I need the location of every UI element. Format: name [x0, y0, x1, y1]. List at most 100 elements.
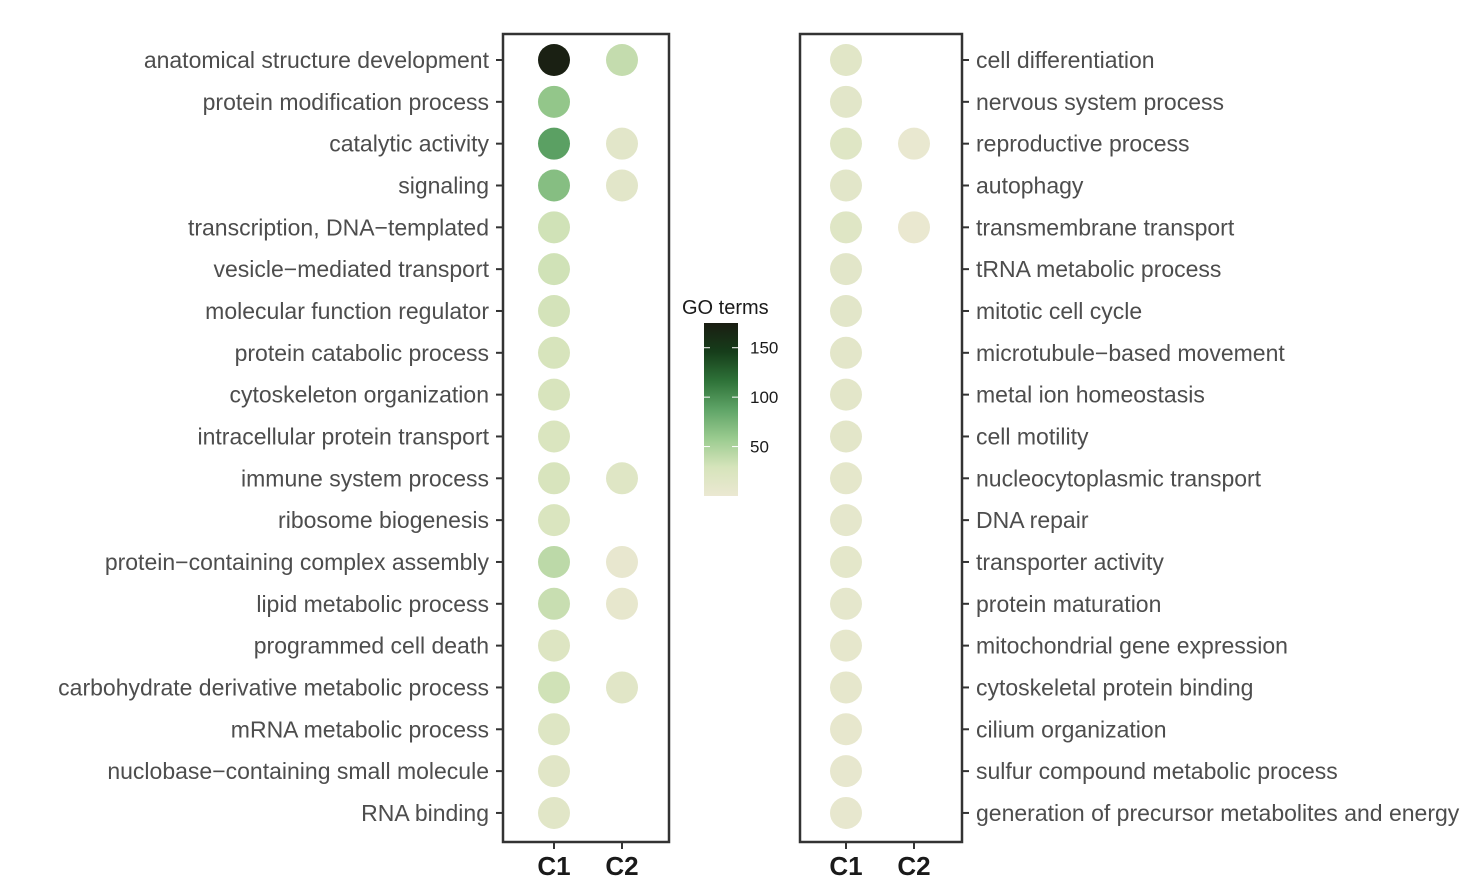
- dot-c1: [830, 378, 862, 411]
- term-label: reproductive process: [976, 131, 1190, 157]
- term-label: protein catabolic process: [235, 340, 489, 366]
- term-label: DNA repair: [976, 507, 1089, 533]
- dot-c1: [830, 671, 862, 704]
- legend-tick-label: 50: [750, 438, 769, 457]
- dot-c1: [830, 169, 862, 202]
- dot-c1: [538, 253, 570, 286]
- term-label: RNA binding: [361, 800, 489, 826]
- term-label: metal ion homeostasis: [976, 382, 1205, 408]
- dot-c1: [830, 211, 862, 244]
- legend-title: GO terms: [682, 297, 769, 319]
- dot-c1: [830, 420, 862, 453]
- term-label: tRNA metabolic process: [976, 256, 1221, 282]
- dot-c1: [538, 671, 570, 704]
- column-label-c1: C1: [829, 851, 862, 881]
- legend-tick-label: 100: [750, 388, 778, 407]
- dot-c1: [538, 127, 570, 160]
- term-label: protein maturation: [976, 591, 1161, 617]
- dot-c1: [538, 85, 570, 118]
- dot-c1: [538, 378, 570, 411]
- panel-frame: [798, 32, 964, 844]
- dot-c2: [606, 44, 638, 76]
- dot-c1: [830, 629, 862, 662]
- term-label: cytoskeleton organization: [229, 382, 489, 408]
- dot-c1: [538, 755, 570, 788]
- dot-c1: [830, 755, 862, 788]
- dot-c2: [898, 211, 930, 244]
- dot-c1: [830, 462, 862, 495]
- dot-c1: [830, 545, 862, 578]
- panel-frame: [501, 32, 671, 844]
- term-label: mitotic cell cycle: [976, 298, 1142, 324]
- term-label: catalytic activity: [329, 131, 489, 157]
- color-legend: GO terms 50 100 150: [682, 297, 778, 496]
- term-label: carbohydrate derivative metabolic proces…: [58, 674, 489, 700]
- term-label: anatomical structure development: [144, 47, 490, 73]
- term-label: nuclobase−containing small molecule: [107, 758, 489, 784]
- dot-c1: [830, 294, 862, 327]
- term-label: cell differentiation: [976, 47, 1155, 73]
- column-label-c2: C2: [897, 851, 930, 881]
- term-label: cilium organization: [976, 716, 1166, 742]
- dot-c1: [538, 545, 570, 578]
- term-label: mitochondrial gene expression: [976, 633, 1288, 659]
- term-label: microtubule−based movement: [976, 340, 1285, 366]
- dot-c1: [830, 253, 862, 286]
- dot-c1: [830, 44, 862, 76]
- term-label: mRNA metabolic process: [231, 716, 489, 742]
- legend-tick-label: 150: [750, 339, 778, 358]
- term-label: protein−containing complex assembly: [105, 549, 490, 575]
- term-label: transporter activity: [976, 549, 1164, 575]
- dot-c1: [538, 169, 570, 202]
- dot-c1: [538, 211, 570, 244]
- legend-colorbar: [704, 323, 738, 496]
- dot-c2: [898, 127, 930, 160]
- dot-c2: [606, 462, 638, 495]
- dot-c1: [830, 85, 862, 118]
- dot-c1: [830, 127, 862, 160]
- dot-c1: [538, 336, 570, 369]
- term-label: generation of precursor metabolites and …: [976, 800, 1460, 826]
- term-label: protein modification process: [203, 89, 489, 115]
- dot-c1: [538, 294, 570, 327]
- term-label: immune system process: [241, 465, 489, 491]
- dot-c1: [538, 462, 570, 495]
- dot-c1: [830, 713, 862, 746]
- term-label: molecular function regulator: [205, 298, 489, 324]
- column-label-c1: C1: [537, 851, 570, 881]
- term-label: intracellular protein transport: [198, 423, 490, 449]
- dot-c1: [830, 504, 862, 537]
- dot-c2: [606, 127, 638, 160]
- term-label: nucleocytoplasmic transport: [976, 465, 1262, 491]
- term-label: cell motility: [976, 423, 1089, 449]
- dot-c1: [538, 44, 570, 76]
- dot-c1: [538, 796, 570, 829]
- dot-c1: [830, 796, 862, 829]
- term-label: lipid metabolic process: [256, 591, 489, 617]
- dot-c2: [606, 545, 638, 578]
- term-label: nervous system process: [976, 89, 1224, 115]
- dot-c1: [830, 587, 862, 620]
- term-label: ribosome biogenesis: [278, 507, 489, 533]
- term-label: transmembrane transport: [976, 214, 1235, 240]
- dot-c2: [606, 671, 638, 704]
- dot-c1: [538, 713, 570, 746]
- term-label: programmed cell death: [254, 633, 489, 659]
- term-label: vesicle−mediated transport: [213, 256, 489, 282]
- panel-left: anatomical structure development protein …: [58, 32, 671, 881]
- term-label: cytoskeletal protein binding: [976, 674, 1253, 700]
- dot-c1: [538, 504, 570, 537]
- term-label: autophagy: [976, 172, 1084, 198]
- column-label-c2: C2: [605, 851, 638, 881]
- dot-c2: [606, 587, 638, 620]
- dot-c1: [538, 629, 570, 662]
- term-label: sulfur compound metabolic process: [976, 758, 1338, 784]
- dot-c1: [830, 336, 862, 369]
- panel-right: cell differentiation nervous system proce…: [798, 32, 1460, 881]
- term-label: signaling: [398, 172, 489, 198]
- dot-c1: [538, 420, 570, 453]
- term-label: transcription, DNA−templated: [188, 214, 489, 240]
- dot-c2: [606, 169, 638, 202]
- dot-c1: [538, 587, 570, 620]
